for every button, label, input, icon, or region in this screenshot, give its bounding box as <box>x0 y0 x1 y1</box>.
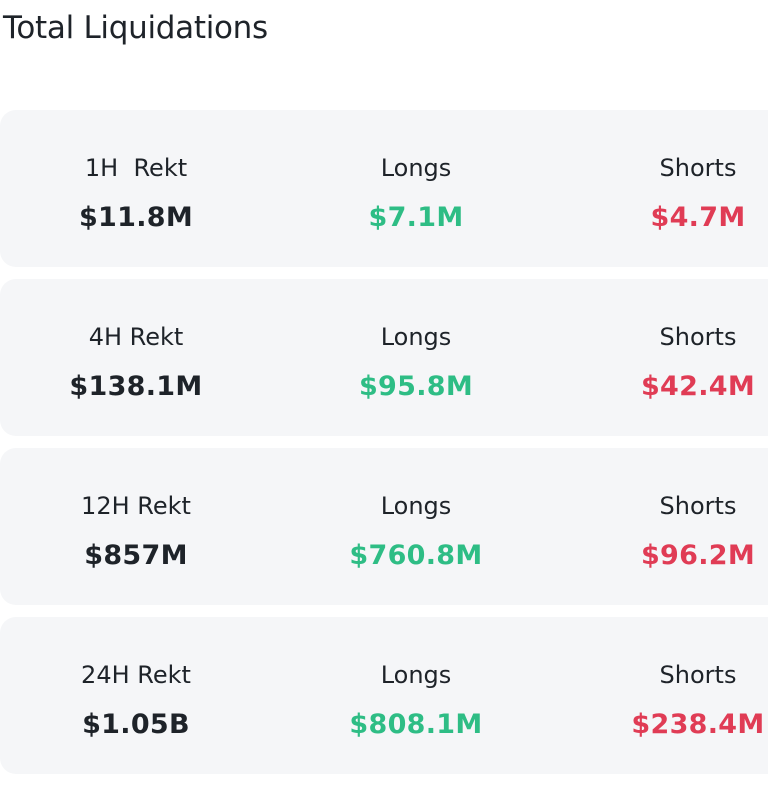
shorts-label: Shorts <box>659 492 737 520</box>
longs-value: $808.1M <box>349 709 483 740</box>
period-label: 1H Rekt <box>84 154 188 182</box>
liquidation-card-12h: 12H Rekt $857M Longs $760.8M Shorts $96.… <box>0 448 768 605</box>
liquidation-card-4h: 4H Rekt $138.1M Longs $95.8M Shorts $42.… <box>0 279 768 436</box>
longs-label: Longs <box>380 492 452 520</box>
shorts-label: Shorts <box>659 323 737 351</box>
page-title: Total Liquidations <box>3 10 268 46</box>
shorts-label: Shorts <box>659 154 737 182</box>
shorts-value: $4.7M <box>650 202 746 233</box>
total-value: $857M <box>84 540 188 571</box>
period-label: 24H Rekt <box>81 661 191 689</box>
liquidation-card-1h: 1H Rekt $11.8M Longs $7.1M Shorts $4.7M <box>0 110 768 267</box>
longs-label: Longs <box>380 323 452 351</box>
shorts-value: $96.2M <box>640 540 756 571</box>
shorts-label: Shorts <box>659 661 737 689</box>
shorts-value: $238.4M <box>631 709 765 740</box>
total-value: $11.8M <box>78 202 194 233</box>
total-value: $138.1M <box>69 371 203 402</box>
shorts-value: $42.4M <box>640 371 756 402</box>
total-value: $1.05B <box>82 709 190 740</box>
liquidation-card-24h: 24H Rekt $1.05B Longs $808.1M Shorts $23… <box>0 617 768 774</box>
longs-value: $760.8M <box>349 540 483 571</box>
period-label: 4H Rekt <box>88 323 184 351</box>
longs-label: Longs <box>380 154 452 182</box>
longs-value: $7.1M <box>368 202 464 233</box>
longs-value: $95.8M <box>358 371 474 402</box>
longs-label: Longs <box>380 661 452 689</box>
period-label: 12H Rekt <box>81 492 191 520</box>
liquidation-cards: 1H Rekt $11.8M Longs $7.1M Shorts $4.7M … <box>0 110 768 786</box>
